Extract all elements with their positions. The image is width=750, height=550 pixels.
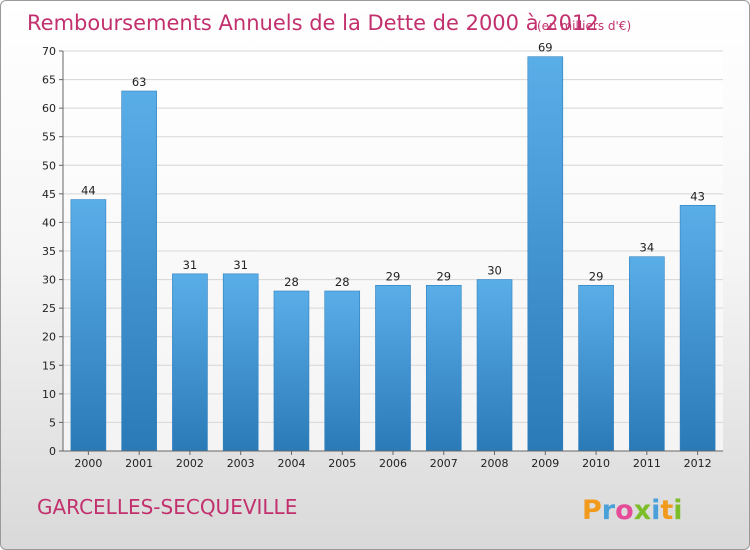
bar-2009 [527, 56, 564, 452]
x-tick-label-2010: 2010 [582, 457, 610, 470]
bar-2012 [679, 204, 716, 452]
chart-subtitle: (en milliers d'€) [537, 19, 631, 33]
x-tick-label-2002: 2002 [176, 457, 204, 470]
value-label-2003: 31 [233, 258, 248, 272]
x-tick-label-2003: 2003 [227, 457, 255, 470]
y-axis-ticks: 0 5 10 15 20 25 30 35 40 45 50 55 60 65 70 [42, 45, 63, 458]
logo-letter: x [634, 495, 651, 526]
value-label-2004: 28 [284, 275, 299, 289]
value-label-2000: 44 [81, 184, 96, 198]
x-tick-label-2000: 2000 [74, 457, 102, 470]
bar-2002 [172, 273, 208, 452]
y-tick-label: 40 [42, 216, 56, 229]
y-tick-label: 20 [42, 331, 56, 344]
logo-letter: t [660, 495, 673, 526]
bar-2007 [425, 284, 462, 452]
x-tick-label-2001: 2001 [125, 457, 153, 470]
value-label-2009: 69 [538, 41, 553, 55]
y-tick-label: 10 [42, 388, 56, 401]
value-label-2008: 30 [487, 264, 502, 278]
value-label-2011: 34 [640, 241, 655, 255]
y-tick-label: 70 [42, 45, 56, 58]
y-tick-label: 0 [49, 445, 56, 458]
x-tick-label-2004: 2004 [277, 457, 305, 470]
y-tick-label: 30 [42, 274, 56, 287]
x-tick-label-2007: 2007 [430, 457, 458, 470]
bar-2001 [121, 90, 157, 452]
y-tick-label: 45 [42, 188, 56, 201]
bars [70, 56, 716, 452]
logo-letter: i [651, 495, 660, 526]
proxiti-logo: Proxiti [582, 495, 683, 526]
x-tick-label-2006: 2006 [379, 457, 407, 470]
y-tick-label: 25 [42, 302, 56, 315]
bar-2005 [324, 290, 361, 452]
value-label-2002: 31 [183, 258, 198, 272]
x-tick-label-2012: 2012 [684, 457, 712, 470]
x-tick-label-2008: 2008 [481, 457, 509, 470]
bar-2008 [476, 279, 513, 452]
bar-2010 [578, 284, 614, 452]
value-label-2010: 29 [589, 269, 604, 283]
x-tick-label-2011: 2011 [633, 457, 661, 470]
x-tick-label-2009: 2009 [531, 457, 559, 470]
place-name: GARCELLES-SECQUEVILLE [37, 495, 297, 519]
value-label-2012: 43 [690, 189, 705, 203]
y-tick-label: 5 [49, 416, 56, 429]
x-tick-label-2005: 2005 [328, 457, 356, 470]
value-labels: 44 63 31 31 28 28 29 29 30 69 29 34 43 [81, 41, 705, 289]
bar-2006 [375, 284, 411, 452]
y-tick-label: 50 [42, 159, 56, 172]
bar-2000 [70, 199, 107, 452]
value-label-2007: 29 [436, 269, 451, 283]
value-label-2001: 63 [132, 75, 147, 89]
chart-title: Remboursements Annuels de la Dette de 20… [27, 11, 599, 35]
bar-2003 [222, 273, 259, 452]
logo-letter: i [673, 495, 682, 526]
value-label-2006: 29 [386, 269, 401, 283]
x-axis-ticks: 2000 2001 2002 2003 2004 2005 2006 2007 2008 2009… [74, 451, 712, 470]
y-tick-label: 35 [42, 245, 56, 258]
bar-2004 [273, 290, 310, 452]
logo-letter: P [582, 495, 602, 526]
y-tick-label: 55 [42, 131, 56, 144]
logo-letter: o [615, 495, 634, 526]
y-tick-label: 60 [42, 102, 56, 115]
value-label-2005: 28 [335, 275, 350, 289]
logo-letter: r [602, 495, 616, 526]
y-tick-label: 65 [42, 74, 56, 87]
bar-2011 [629, 256, 665, 452]
y-tick-label: 15 [42, 359, 56, 372]
